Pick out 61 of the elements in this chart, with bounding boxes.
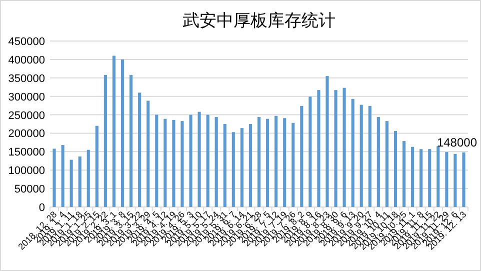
bar xyxy=(292,122,295,207)
y-tick-label: 100000 xyxy=(8,165,45,178)
bar xyxy=(462,152,466,207)
bar xyxy=(78,156,82,207)
bar xyxy=(198,112,201,207)
bar xyxy=(308,96,312,207)
bar xyxy=(420,149,423,207)
y-tick-label: 350000 xyxy=(8,72,45,85)
bar xyxy=(112,56,116,207)
bar xyxy=(334,90,338,207)
bar xyxy=(445,152,448,207)
data-label: 148000 xyxy=(436,135,478,150)
bar xyxy=(155,114,158,207)
y-tick-label: 50000 xyxy=(14,184,45,196)
bar xyxy=(266,118,270,207)
y-tick-label: 300000 xyxy=(8,91,45,104)
bar xyxy=(351,98,354,207)
bar xyxy=(104,74,107,207)
bar xyxy=(300,106,304,207)
y-tick-label: 150000 xyxy=(8,146,45,159)
y-tick-label: 450000 xyxy=(8,36,45,48)
y-tick-label: 250000 xyxy=(8,110,45,122)
title: 武安中厚板库存统计 xyxy=(182,11,336,30)
bar xyxy=(248,124,252,207)
bar xyxy=(164,118,167,207)
bar xyxy=(342,88,346,207)
bar xyxy=(436,146,440,207)
bar xyxy=(120,59,124,207)
bar xyxy=(95,126,98,207)
bar xyxy=(223,124,226,207)
bar xyxy=(402,140,406,207)
bar xyxy=(368,106,372,207)
bar xyxy=(376,116,380,207)
bar xyxy=(454,154,457,207)
bar xyxy=(52,148,56,207)
bar xyxy=(428,149,432,207)
y-tick-label: 0 xyxy=(38,202,45,214)
bar xyxy=(411,146,414,207)
bar xyxy=(317,90,320,207)
bar xyxy=(206,114,210,207)
bar xyxy=(214,116,218,207)
bar xyxy=(232,132,235,207)
bar xyxy=(326,76,329,207)
bar xyxy=(138,92,142,207)
bar xyxy=(70,160,73,207)
bar xyxy=(360,104,363,207)
y-tick-label: 200000 xyxy=(8,128,45,140)
bar xyxy=(180,121,184,207)
bar xyxy=(274,116,278,207)
bar xyxy=(394,131,398,207)
bar xyxy=(257,116,261,207)
bar xyxy=(86,150,90,207)
bar xyxy=(385,121,388,207)
bar xyxy=(240,128,244,207)
y-tick-label: 400000 xyxy=(8,54,45,66)
bar xyxy=(61,145,64,207)
bar xyxy=(146,100,150,207)
bar xyxy=(172,120,176,207)
bar xyxy=(283,118,286,207)
bar xyxy=(130,74,133,207)
bar xyxy=(189,114,192,207)
